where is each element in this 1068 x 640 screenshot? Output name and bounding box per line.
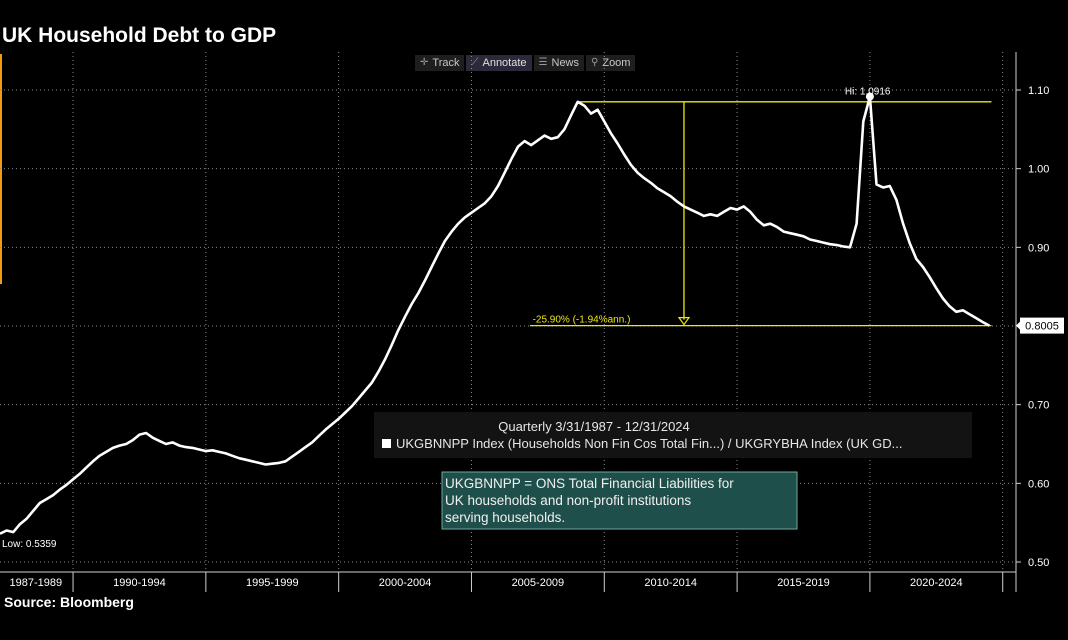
news-label: News xyxy=(551,57,580,69)
series-line xyxy=(0,95,991,535)
zoom-label: Zoom xyxy=(602,57,631,69)
crosshair-icon: ✛ xyxy=(420,57,429,68)
info-box-line: serving households. xyxy=(445,510,565,525)
info-box xyxy=(441,471,798,530)
x-tick-label: 2005-2009 xyxy=(512,577,565,589)
annotate-button[interactable]: ⟋ Annotate xyxy=(466,55,532,71)
pencil-icon: ⟋ xyxy=(471,57,479,68)
chart-toolbar: ✛ Track ⟋ Annotate ☰ News ⚲ Zoom xyxy=(415,55,636,71)
legend-series-label: UKGBNNPP Index (Households Non Fin Cos T… xyxy=(396,436,902,451)
y-tick-label: 1.10 xyxy=(1028,85,1049,97)
change-arrow-head xyxy=(677,317,691,326)
info-box-line: UKGBNNPP = ONS Total Financial Liabiliti… xyxy=(445,476,734,491)
high-point-marker xyxy=(865,92,874,101)
news-icon: ☰ xyxy=(538,57,548,68)
x-tick-label: 1995-1999 xyxy=(246,577,299,589)
x-tick-label: 2015-2019 xyxy=(777,577,830,589)
track-button[interactable]: ✛ Track xyxy=(415,55,465,71)
annotate-label: Annotate xyxy=(482,57,527,69)
x-tick-label: 1987-1989 xyxy=(10,577,63,589)
magnifier-icon: ⚲ xyxy=(591,57,599,68)
news-button[interactable]: ☰ News xyxy=(533,55,585,71)
zoom-button[interactable]: ⚲ Zoom xyxy=(586,55,636,71)
x-tick-label: 2010-2014 xyxy=(644,577,697,589)
y-tick-label: 1.00 xyxy=(1028,164,1049,176)
high-label: Hi: 1.0916 xyxy=(845,87,891,98)
y-tick-label: 0.60 xyxy=(1028,478,1049,490)
y-tick-label: 0.50 xyxy=(1028,557,1049,569)
x-tick-label: 1990-1994 xyxy=(113,577,166,589)
x-tick-label: 2020-2024 xyxy=(910,577,963,589)
y-tick-label: 0.90 xyxy=(1028,242,1049,254)
chart-title: UK Household Debt to GDP xyxy=(2,24,277,47)
legend-panel xyxy=(374,412,972,458)
change-label: -25.90% (-1.94%ann.) xyxy=(533,315,631,326)
last-value-label: 0.8005 xyxy=(1025,321,1059,333)
y-tick-label: 0.70 xyxy=(1028,400,1049,412)
info-box-line: UK households and non-profit institution… xyxy=(445,493,691,508)
legend-period: Quarterly 3/31/1987 - 12/31/2024 xyxy=(498,419,690,434)
last-value-tag xyxy=(1020,317,1064,334)
legend-swatch xyxy=(382,439,391,448)
last-value-pointer xyxy=(1016,320,1021,331)
source-note: Source: Bloomberg xyxy=(4,594,134,610)
x-tick-label: 2000-2004 xyxy=(379,577,432,589)
track-label: Track xyxy=(432,57,460,69)
low-label: Low: 0.5359 xyxy=(2,539,57,550)
